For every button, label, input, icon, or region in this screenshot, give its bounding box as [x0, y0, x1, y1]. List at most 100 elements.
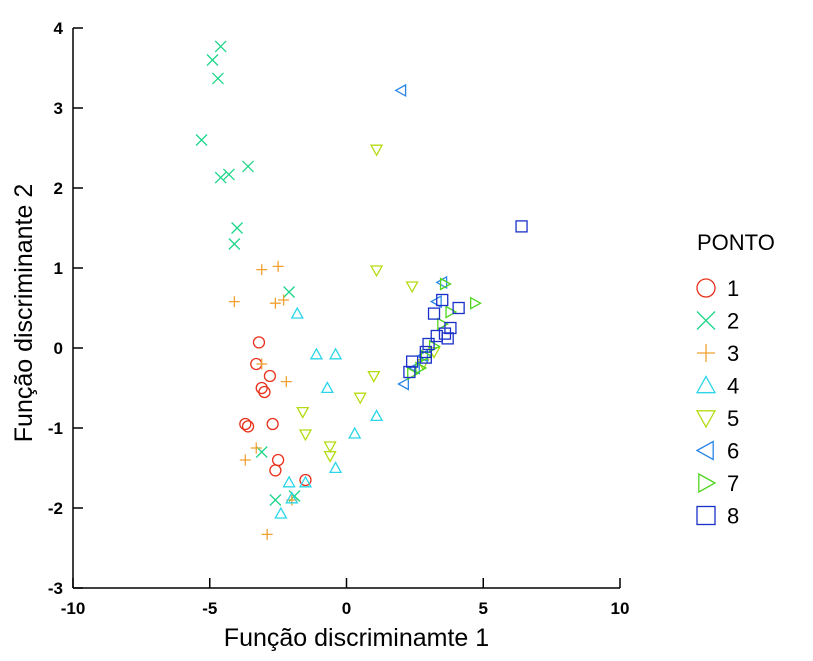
data-point	[252, 336, 266, 349]
series-5	[296, 144, 441, 463]
data-point	[320, 381, 334, 394]
data-point	[239, 417, 252, 431]
data-point	[469, 296, 482, 310]
data-point	[239, 454, 251, 466]
data-point	[353, 392, 367, 405]
data-point	[323, 450, 337, 463]
data-point	[282, 475, 296, 488]
data-point	[298, 429, 313, 442]
data-points	[195, 40, 528, 540]
legend-marker-6	[695, 440, 714, 461]
data-point	[405, 281, 419, 294]
legend: PONTO 1 2 3 4 5 6 7 8	[695, 230, 775, 529]
data-point	[419, 351, 432, 364]
legend-title: PONTO	[697, 230, 775, 255]
data-point	[266, 417, 279, 431]
legend-marker-4	[695, 375, 717, 394]
legend-marker-3	[697, 344, 715, 362]
data-point	[298, 475, 313, 488]
data-point	[397, 377, 409, 391]
data-point	[323, 441, 337, 454]
y-ticks: -3 -2 -1 0 1 2 3 4	[48, 19, 83, 598]
data-point	[271, 453, 285, 467]
data-point	[269, 494, 282, 506]
data-point	[280, 376, 292, 388]
data-point	[242, 160, 254, 173]
data-point	[272, 260, 284, 272]
y-tick-label: -3	[48, 579, 63, 598]
legend-label-2: 2	[727, 309, 739, 334]
data-point	[261, 528, 273, 540]
x-tick-label: 5	[479, 599, 488, 618]
x-tick-label: -5	[202, 599, 217, 618]
data-point	[427, 307, 441, 320]
x-tick-label: 0	[342, 599, 351, 618]
data-point	[256, 264, 268, 276]
data-point	[437, 317, 450, 331]
data-point	[228, 238, 241, 250]
legend-label-8: 8	[727, 504, 739, 529]
data-point	[369, 144, 384, 157]
legend-marker-8	[696, 505, 716, 526]
data-point	[441, 332, 454, 345]
legend-marker-1	[696, 278, 716, 298]
data-point	[222, 168, 235, 181]
data-point	[445, 305, 458, 319]
data-point	[195, 134, 208, 146]
data-point	[430, 329, 443, 343]
data-point	[515, 220, 528, 233]
series-3	[228, 260, 298, 540]
data-point	[299, 473, 312, 487]
legend-label-6: 6	[727, 439, 739, 464]
data-point	[394, 83, 407, 98]
data-point	[206, 54, 219, 66]
data-point	[278, 294, 290, 306]
data-point	[283, 286, 296, 298]
legend-marker-7	[698, 472, 717, 494]
axes	[72, 28, 620, 589]
data-point	[438, 327, 452, 340]
data-point	[255, 381, 268, 395]
data-point	[231, 222, 244, 234]
data-point	[296, 406, 310, 419]
data-point	[285, 491, 299, 504]
y-axis-title: Função discriminante 2	[10, 184, 38, 442]
data-point	[241, 420, 255, 433]
series-1	[239, 336, 312, 487]
data-point	[422, 337, 435, 351]
legend-label-7: 7	[727, 471, 739, 496]
y-tick-label: 0	[54, 339, 63, 358]
legend-marker-2	[696, 311, 716, 330]
series-2	[195, 40, 301, 506]
legend-label-4: 4	[727, 374, 739, 399]
data-point	[250, 442, 262, 454]
data-point	[328, 347, 343, 360]
data-point	[228, 296, 240, 308]
series-6	[394, 83, 448, 391]
data-point	[439, 277, 452, 291]
data-point	[420, 349, 433, 363]
data-point	[211, 72, 224, 85]
x-axis-title: Função discriminamte 1	[224, 624, 489, 652]
data-point	[415, 361, 428, 375]
legend-label-5: 5	[727, 406, 739, 431]
data-point	[214, 40, 227, 53]
data-point	[403, 365, 416, 379]
data-point	[436, 293, 449, 307]
data-point	[269, 297, 281, 309]
data-point	[269, 464, 282, 477]
data-point	[348, 426, 362, 439]
data-point	[263, 369, 277, 383]
data-point	[416, 349, 429, 363]
legend-marker-5	[695, 410, 717, 429]
data-point	[309, 347, 324, 360]
data-point	[452, 301, 465, 315]
data-point	[369, 409, 384, 422]
data-point	[214, 171, 227, 184]
series-8	[403, 220, 528, 379]
data-point	[258, 385, 271, 399]
data-point	[290, 306, 304, 319]
data-point	[367, 370, 381, 383]
data-point	[369, 265, 384, 278]
series-7	[407, 277, 482, 381]
